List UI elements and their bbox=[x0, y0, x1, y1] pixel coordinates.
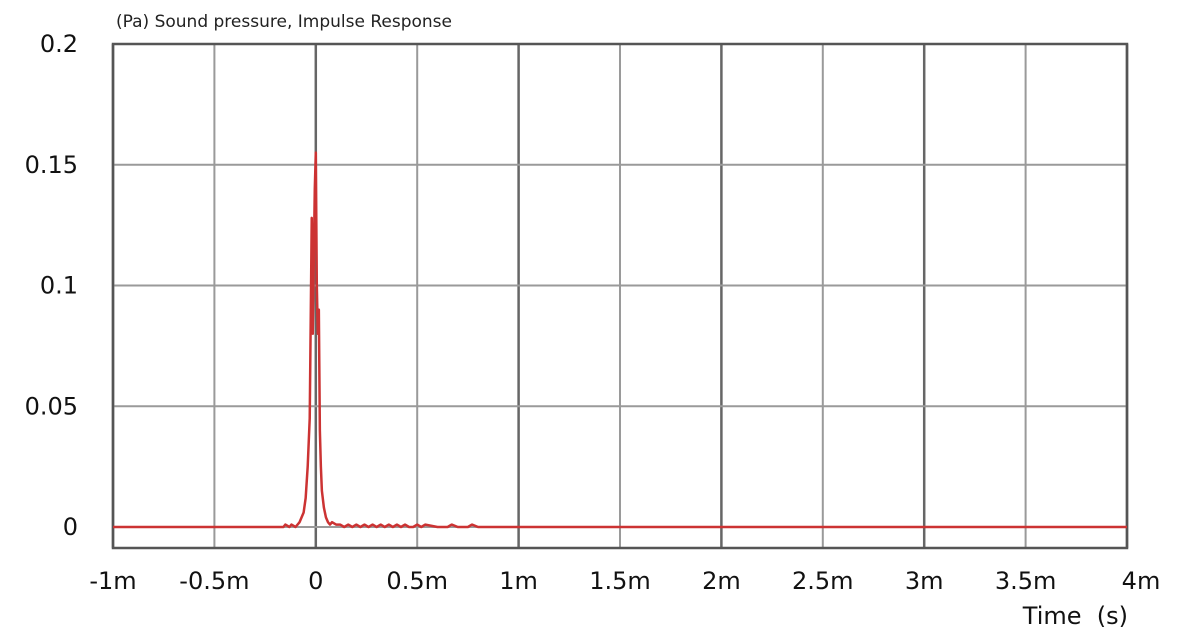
x-tick-label: 4m bbox=[1122, 567, 1161, 595]
x-tick-label: -1m bbox=[89, 567, 136, 595]
x-axis-title: Time (s) bbox=[1022, 602, 1128, 630]
x-tick-label: 3m bbox=[905, 567, 944, 595]
x-tick-label: 2m bbox=[702, 567, 741, 595]
x-tick-label: 2.5m bbox=[792, 567, 854, 595]
y-tick-labels: 0.2 0.15 0.1 0.05 0 bbox=[25, 30, 78, 541]
plot-frame bbox=[111, 42, 1129, 550]
x-tick-label: 1m bbox=[499, 567, 538, 595]
impulse-series-line bbox=[113, 151, 1127, 529]
y-tick-label: 0.05 bbox=[25, 392, 78, 420]
chart-title: (Pa) Sound pressure, Impulse Response bbox=[116, 12, 452, 32]
y-tick-label: 0.2 bbox=[40, 30, 78, 58]
y-tick-label: 0 bbox=[63, 513, 78, 541]
series-layer bbox=[113, 151, 1127, 529]
y-tick-label: 0.15 bbox=[25, 151, 78, 179]
y-tick-label: 0.1 bbox=[40, 272, 78, 300]
grid bbox=[111, 43, 1129, 548]
x-tick-labels: -1m -0.5m 0 0.5m 1m 1.5m 2m 2.5m 3m 3.5m 4m bbox=[89, 567, 1160, 595]
x-tick-label: 3.5m bbox=[995, 567, 1057, 595]
x-tick-label: 0.5m bbox=[386, 567, 448, 595]
x-tick-label: -0.5m bbox=[179, 567, 249, 595]
x-tick-label: 0 bbox=[308, 567, 323, 595]
x-tick-label: 1.5m bbox=[589, 567, 651, 595]
